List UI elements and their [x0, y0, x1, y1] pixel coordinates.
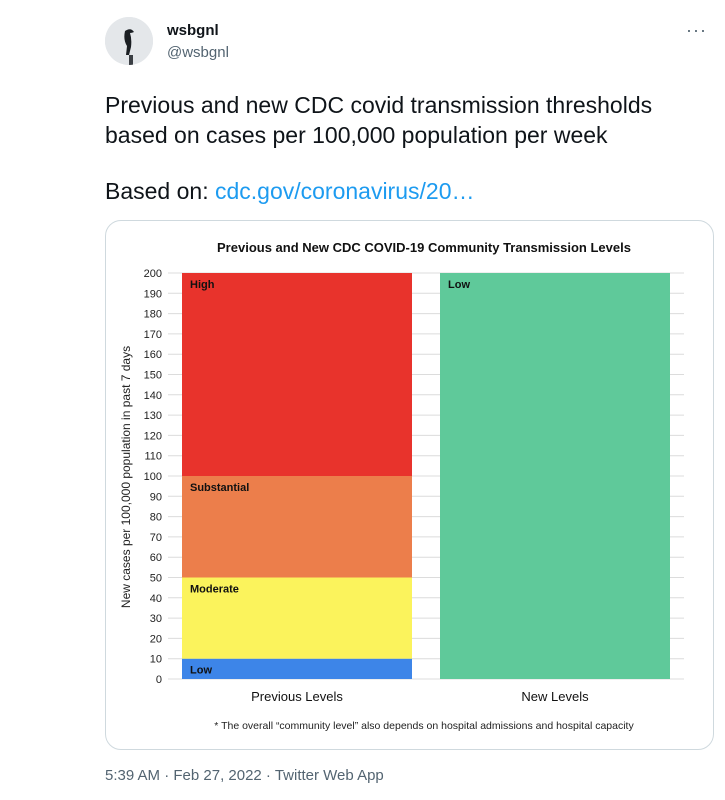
user-handle[interactable]: @wsbgnl	[167, 44, 229, 61]
y-tick-label: 0	[156, 674, 162, 686]
y-tick-label: 170	[144, 329, 162, 341]
bar-segment-low	[440, 273, 670, 679]
y-tick-label: 60	[150, 552, 162, 564]
y-tick-label: 70	[150, 532, 162, 544]
y-tick-labels: 0 10 20 30 40 50 60 70 80 90 100 110 120 130 140 150 160…	[144, 268, 162, 686]
y-tick-label: 90	[150, 491, 162, 503]
y-tick-label: 40	[150, 593, 162, 605]
bar-segment-moderate	[182, 577, 412, 659]
based-on-line: Based on: cdc.gov/coronavirus/20…	[105, 178, 474, 205]
y-tick-label: 110	[144, 451, 162, 463]
chart-card[interactable]: Previous and New CDC COVID-19 Community …	[105, 220, 714, 750]
more-options-icon[interactable]: ···	[686, 20, 707, 40]
y-tick-label: 20	[150, 633, 162, 645]
y-axis-label: New cases per 100,000 population in past…	[119, 346, 133, 608]
x-category-label: Previous Levels	[251, 689, 343, 704]
bar-segment-low	[182, 658, 412, 679]
y-tick-label: 30	[150, 613, 162, 625]
based-on-prefix: Based on:	[105, 178, 215, 204]
y-tick-label: 140	[144, 390, 162, 402]
segment-label: Low	[190, 665, 212, 677]
x-category-labels: Previous Levels New Levels	[251, 689, 589, 704]
tweet-timestamp[interactable]: 5:39 AM · Feb 27, 2022 · Twitter Web App	[105, 767, 384, 784]
source-link[interactable]: cdc.gov/coronavirus/20…	[214, 178, 475, 204]
chart-footnote: * The overall “community level” also dep…	[214, 720, 634, 732]
chart: Previous and New CDC COVID-19 Community …	[119, 240, 684, 732]
y-tick-label: 150	[144, 370, 162, 382]
bar-segment-substantial	[182, 476, 412, 578]
tweet-text: Previous and new CDC covid transmission …	[105, 92, 653, 148]
y-tick-label: 160	[144, 349, 162, 361]
y-tick-label: 200	[144, 268, 162, 280]
y-tick-label: 80	[150, 512, 162, 524]
y-tick-label: 120	[144, 430, 162, 442]
y-tick-label: 180	[144, 309, 162, 321]
display-name[interactable]: wsbgnl	[167, 22, 219, 39]
bar-segment-high	[182, 273, 412, 476]
y-tick-label: 130	[144, 410, 162, 422]
x-category-label: New Levels	[521, 689, 589, 704]
segment-label: High	[190, 279, 215, 291]
bars: Low Moderate Substantial High Low	[182, 273, 670, 679]
y-tick-label: 10	[150, 654, 162, 666]
y-tick-label: 190	[144, 288, 162, 300]
avatar[interactable]	[105, 17, 153, 65]
segment-label: Low	[448, 279, 470, 291]
y-tick-label: 100	[144, 471, 162, 483]
cormorant-bird-avatar-icon	[105, 17, 153, 65]
segment-label: Moderate	[190, 584, 239, 596]
chart-title: Previous and New CDC COVID-19 Community …	[217, 240, 631, 255]
y-tick-label: 50	[150, 573, 162, 585]
segment-label: Substantial	[190, 482, 249, 494]
